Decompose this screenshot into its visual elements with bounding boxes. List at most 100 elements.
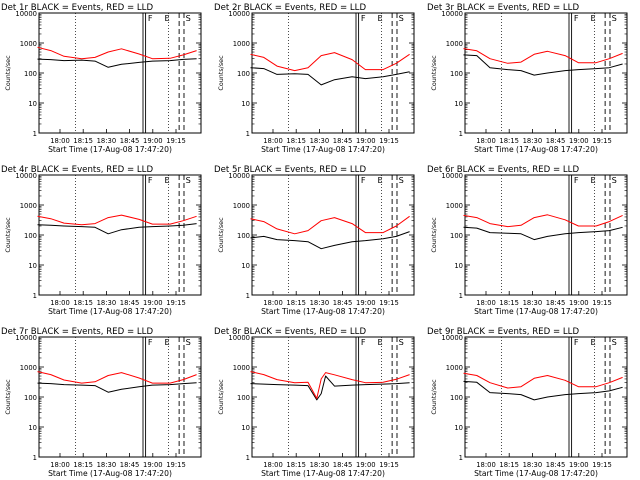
x-tick-label: 19:15 — [166, 137, 186, 145]
x-tick-label: 18:00 — [476, 137, 496, 145]
x-tick-label: 18:30 — [523, 137, 543, 145]
x-tick-label: 19:15 — [379, 299, 399, 307]
series-lld-line — [463, 48, 623, 64]
x-tick-label: 19:15 — [166, 299, 186, 307]
series-lld-line — [250, 215, 410, 235]
y-tick-label: 10000 — [441, 334, 463, 342]
plot-frame — [38, 174, 202, 296]
panel-6: Det 6r BLACK = Events, RED = LLD 1 10 100 10… — [427, 165, 628, 316]
y-tick-label: 1 — [246, 292, 250, 300]
x-tick-label: 18:30 — [310, 461, 330, 469]
series-lld-line — [37, 46, 197, 60]
y-tick-label: 10 — [454, 424, 463, 432]
x-tick-label: 18:45 — [120, 299, 140, 307]
x-tick-label: 18:45 — [546, 137, 566, 145]
marker-letter: S — [612, 13, 617, 23]
y-tick-label: 10 — [454, 100, 463, 108]
x-tick-label: 18:00 — [263, 461, 283, 469]
panel-title: Det 1r BLACK = Events, RED = LLD — [1, 3, 153, 13]
y-tick-label: 100 — [237, 232, 250, 240]
y-axis-label: Counts/sec — [4, 55, 12, 91]
x-tick-label: 18:15 — [499, 137, 519, 145]
y-tick-label: 10000 — [15, 334, 37, 342]
y-tick-label: 1000 — [446, 40, 463, 48]
y-axis-label: Counts/sec — [430, 379, 438, 415]
x-tick-label: 18:30 — [97, 299, 117, 307]
marker-letter: E — [378, 337, 383, 347]
series-events-line — [463, 54, 623, 76]
y-tick-label: 100 — [450, 70, 463, 78]
series-events-line — [37, 382, 197, 393]
y-axis-label: Counts/sec — [4, 217, 12, 253]
y-tick-label: 1000 — [233, 364, 250, 372]
x-tick-label: 19:00 — [143, 299, 163, 307]
marker-letter: S — [186, 175, 191, 185]
x-tick-label: 18:45 — [333, 137, 353, 145]
y-tick-label: 1000 — [20, 202, 37, 210]
x-tick-label: 18:30 — [310, 299, 330, 307]
x-tick-label: 18:00 — [476, 299, 496, 307]
y-tick-label: 1 — [33, 130, 37, 138]
x-tick-label: 18:45 — [120, 461, 140, 469]
marker-letter: E — [378, 175, 383, 185]
x-tick-label: 18:15 — [73, 137, 93, 145]
panel-title: Det 7r BLACK = Events, RED = LLD — [1, 327, 153, 337]
y-tick-label: 10 — [241, 262, 250, 270]
y-tick-label: 10000 — [15, 172, 37, 180]
x-axis-label: Start Time (17-Aug-08 17:47:20) — [48, 469, 172, 478]
y-tick-label: 1000 — [20, 364, 37, 372]
panel-1: Det 1r BLACK = Events, RED = LLD 1 10 100 10… — [1, 3, 202, 154]
marker-letter: S — [399, 175, 404, 185]
x-tick-label: 18:30 — [97, 137, 117, 145]
series-events-line — [37, 58, 197, 68]
x-tick-label: 18:30 — [97, 461, 117, 469]
series-events-line — [250, 375, 410, 401]
marker-letter: S — [186, 337, 191, 347]
x-tick-label: 18:30 — [310, 137, 330, 145]
x-tick-label: 18:15 — [286, 299, 306, 307]
x-axis-label: Start Time (17-Aug-08 17:47:20) — [474, 307, 598, 316]
panel-2: Det 2r BLACK = Events, RED = LLD 1 10 100 10… — [214, 3, 415, 154]
x-tick-label: 18:00 — [263, 137, 283, 145]
y-axis-label: Counts/sec — [217, 379, 225, 415]
panel-title: Det 9r BLACK = Events, RED = LLD — [427, 327, 579, 337]
panel-5: Det 5r BLACK = Events, RED = LLD 1 10 100 10… — [214, 165, 415, 316]
marker-letter: F — [148, 175, 153, 185]
y-tick-label: 10000 — [441, 10, 463, 18]
y-tick-label: 1 — [33, 292, 37, 300]
marker-letter: E — [165, 175, 170, 185]
x-tick-label: 18:00 — [50, 461, 70, 469]
marker-letter: E — [591, 337, 596, 347]
plot-frame — [38, 12, 202, 134]
y-tick-label: 10 — [28, 424, 37, 432]
panel-8: Det 8r BLACK = Events, RED = LLD 1 10 100 10… — [214, 327, 415, 478]
x-tick-label: 18:00 — [476, 461, 496, 469]
x-tick-label: 19:15 — [592, 137, 612, 145]
series-events-line — [463, 226, 623, 241]
series-events-line — [250, 67, 410, 86]
y-tick-label: 1000 — [233, 40, 250, 48]
x-tick-label: 18:45 — [333, 299, 353, 307]
y-tick-label: 10 — [28, 262, 37, 270]
panel-9: Det 9r BLACK = Events, RED = LLD 1 10 100 10… — [427, 327, 628, 478]
x-axis-label: Start Time (17-Aug-08 17:47:20) — [48, 307, 172, 316]
x-tick-label: 18:00 — [50, 299, 70, 307]
x-tick-label: 18:15 — [286, 137, 306, 145]
series-lld-line — [37, 371, 197, 384]
plot-frame — [38, 336, 202, 458]
x-tick-label: 18:15 — [73, 299, 93, 307]
y-tick-label: 100 — [450, 394, 463, 402]
x-tick-label: 18:45 — [120, 137, 140, 145]
y-tick-label: 100 — [450, 232, 463, 240]
marker-letter: F — [574, 337, 579, 347]
y-tick-label: 1 — [459, 454, 463, 462]
series-lld-line — [37, 214, 197, 226]
y-tick-label: 1 — [33, 454, 37, 462]
marker-letter: F — [574, 175, 579, 185]
x-tick-label: 19:00 — [143, 461, 163, 469]
y-tick-label: 1000 — [446, 202, 463, 210]
y-tick-label: 10 — [241, 424, 250, 432]
x-axis-label: Start Time (17-Aug-08 17:47:20) — [261, 145, 385, 154]
marker-letter: E — [591, 13, 596, 23]
